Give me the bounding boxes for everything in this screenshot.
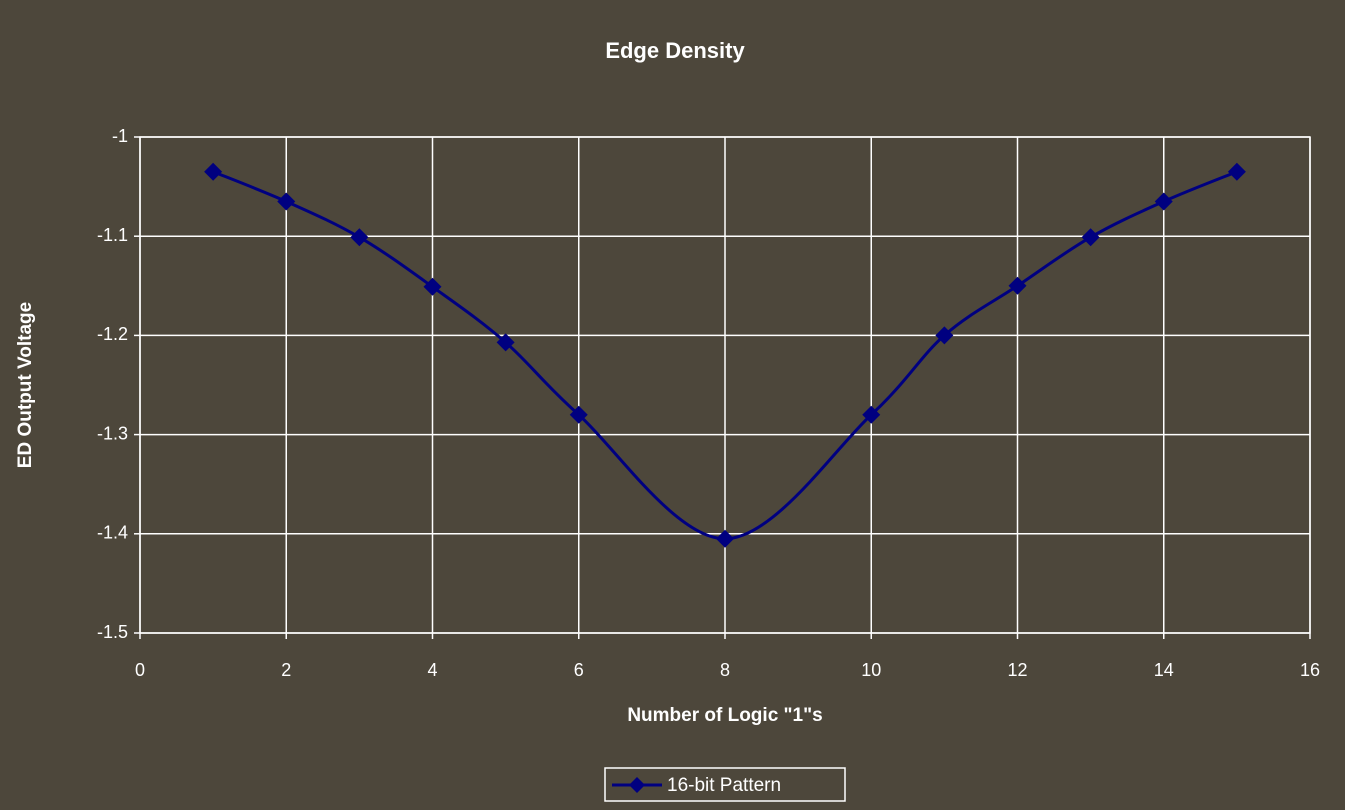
data-point <box>935 326 954 345</box>
y-axis-title: ED Output Voltage <box>15 302 36 468</box>
y-tick-label: -1.1 <box>97 225 128 245</box>
chart-title: Edge Density <box>605 38 745 63</box>
y-tick-label: -1.4 <box>97 523 128 543</box>
x-tick-label: 4 <box>427 660 437 680</box>
data-point <box>1154 192 1173 211</box>
data-point <box>1008 276 1027 295</box>
data-point <box>1081 228 1100 247</box>
data-point <box>716 529 734 548</box>
data-point <box>277 192 296 211</box>
x-tick-label: 0 <box>135 660 145 680</box>
data-point <box>204 162 223 181</box>
x-tick-label: 2 <box>281 660 291 680</box>
y-tick-label: -1 <box>112 126 128 146</box>
legend-box <box>604 767 846 802</box>
y-tick-label: -1.3 <box>97 423 128 443</box>
data-point <box>350 228 369 247</box>
data-point <box>423 277 442 296</box>
legend-label: 16-bit Pattern <box>667 775 781 796</box>
x-tick-label: 8 <box>720 660 730 680</box>
x-tick-label: 16 <box>1300 660 1320 680</box>
data-point <box>496 333 515 352</box>
y-tick-label: -1.2 <box>97 324 128 344</box>
x-axis-title: Number of Logic "1"s <box>627 705 822 726</box>
y-tick-label: -1.5 <box>97 622 128 642</box>
x-tick-label: 6 <box>574 660 584 680</box>
x-tick-label: 10 <box>861 660 881 680</box>
x-tick-label: 14 <box>1154 660 1174 680</box>
x-tick-label: 12 <box>1007 660 1027 680</box>
data-point <box>569 405 588 424</box>
legend-marker <box>629 777 645 793</box>
data-point <box>1227 162 1246 181</box>
data-point <box>862 405 881 424</box>
